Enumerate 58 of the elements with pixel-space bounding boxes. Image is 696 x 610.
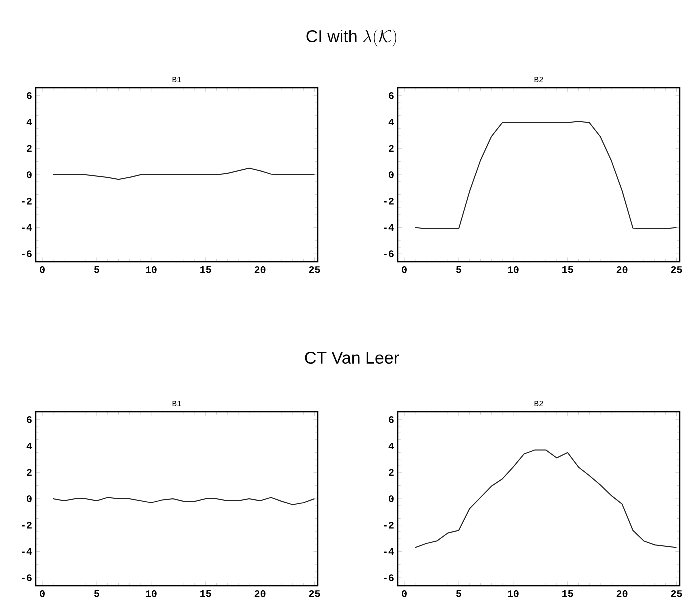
y-tick-label: -2	[22, 198, 32, 205]
x-tick-label: 5	[94, 590, 100, 598]
x-tick-label: 20	[616, 266, 628, 274]
chart-title: B2	[534, 401, 544, 406]
y-tick-label: 6	[389, 92, 394, 100]
x-tick-label: 15	[200, 590, 212, 598]
y-tick-label: 2	[389, 469, 394, 476]
x-tick-label: 25	[309, 266, 320, 274]
x-tick-label: 5	[456, 266, 462, 274]
y-tick-label: 6	[27, 416, 32, 424]
x-tick-label: 25	[671, 590, 682, 598]
y-tick-label: -6	[384, 250, 394, 258]
x-tick-label: 15	[562, 266, 574, 274]
y-tick-label: -6	[22, 574, 32, 582]
x-tick-label: 20	[254, 266, 266, 274]
text: $\mbox{CI with }\lambda(\mathcal{K})$	[306, 29, 397, 47]
y-tick-label: 0	[27, 172, 32, 178]
x-tick-label: 10	[146, 590, 157, 598]
x-tick-label: 15	[200, 266, 212, 274]
chart-subtitle: B1	[172, 77, 182, 82]
y-tick-label: -2	[384, 522, 394, 529]
y-tick-label: -6	[384, 574, 394, 582]
y-tick-label: 2	[27, 469, 32, 476]
y-tick-label: 0	[389, 496, 394, 502]
x-tick-label: 5	[94, 266, 100, 274]
x-tick-label: 10	[146, 266, 157, 274]
y-tick-label: 4	[26, 118, 32, 126]
x-tick-label: 0	[402, 590, 407, 598]
x-tick-label: 0	[402, 266, 407, 274]
x-tick-label: 0	[40, 266, 45, 274]
y-tick-label: -4	[22, 224, 32, 232]
y-tick-label: 2	[27, 145, 32, 152]
y-tick-label: -2	[384, 198, 394, 205]
y-tick-label: 0	[389, 172, 394, 178]
y-tick-label: 6	[27, 92, 32, 100]
x-tick-label: 0	[40, 590, 45, 598]
y-tick-label: -4	[384, 224, 394, 232]
y-tick-label: 4	[26, 442, 32, 450]
y-tick-label: 2	[389, 145, 394, 152]
y-tick-label: 4	[388, 118, 394, 126]
x-tick-label: 20	[254, 590, 266, 598]
x-tick-label: 10	[508, 266, 519, 274]
y-tick-label: 4	[388, 442, 394, 450]
chart-subtitle: B1	[172, 401, 182, 406]
y-tick-label: -6	[22, 250, 32, 258]
x-tick-label: 20	[616, 590, 628, 598]
chart-title: B2	[534, 77, 544, 82]
x-tick-label: 15	[562, 590, 574, 598]
x-tick-label: 10	[508, 590, 519, 598]
x-tick-label: 5	[456, 590, 462, 598]
x-tick-label: 25	[309, 590, 320, 598]
y-tick-label: -4	[22, 548, 32, 556]
y-tick-label: 6	[389, 416, 394, 424]
x-tick-label: 25	[671, 266, 682, 274]
y-tick-label: -4	[384, 548, 394, 556]
text: CT Van Leer	[305, 352, 400, 364]
y-tick-label: 0	[27, 496, 32, 502]
y-tick-label: -2	[22, 522, 32, 529]
